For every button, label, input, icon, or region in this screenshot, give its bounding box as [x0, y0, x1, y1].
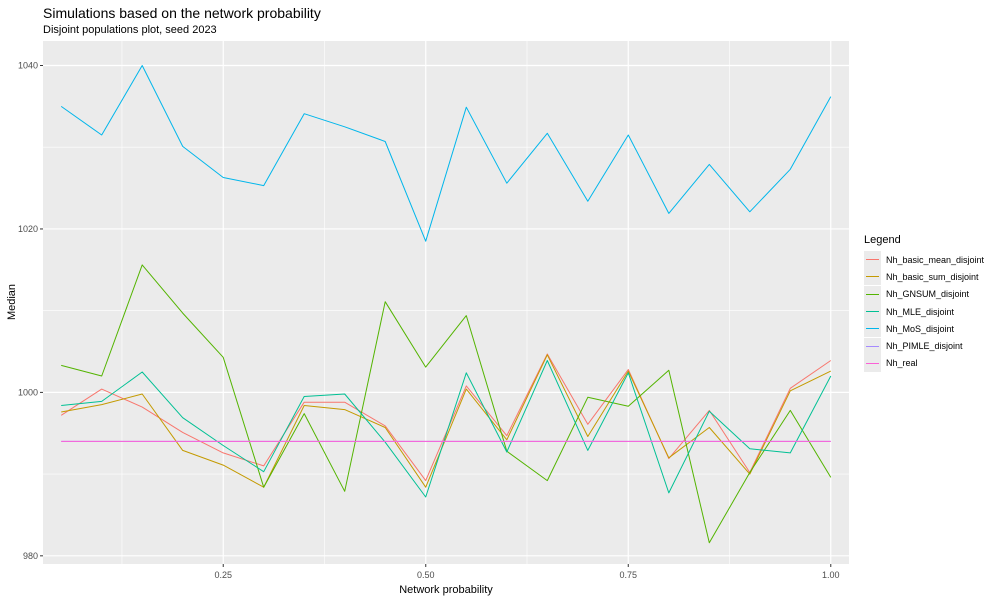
legend-item: Nh_PIMLE_disjoint: [864, 337, 984, 355]
legend-items: Nh_basic_mean_disjoint Nh_basic_sum_disjo…: [864, 251, 984, 372]
x-tick-label: 0.75: [619, 570, 637, 580]
series-line-nh-basic-mean-disjoint: [60, 353, 832, 482]
y-tick-label: 1000: [18, 387, 38, 397]
y-tick-label: 1020: [18, 224, 38, 234]
legend-label: Nh_MoS_disjoint: [886, 323, 955, 334]
legend-item: Nh_MoS_disjoint: [864, 320, 984, 338]
legend-swatch: [866, 259, 879, 261]
x-tick-label: 0.25: [214, 570, 232, 580]
y-tick-label: 1040: [18, 61, 38, 71]
legend-item: Nh_basic_mean_disjoint: [864, 251, 985, 269]
legend-item: Nh_MLE_disjoint: [864, 303, 984, 321]
plot-panel: [43, 41, 849, 564]
y-axis-title: Median: [6, 284, 18, 320]
legend-swatch: [866, 311, 879, 313]
series-line-nh-basic-sum-disjoint: [61, 354, 832, 488]
legend: Legend Nh_basic_mean_disjoint Nh_basic_su…: [864, 234, 984, 372]
series-line-nh-mle-disjoint: [61, 360, 832, 498]
chart-subtitle: Disjoint populations plot, seed 2023: [43, 24, 217, 36]
legend-item: Nh_GNSUM_disjoint: [864, 285, 984, 303]
series-lines: [60, 65, 832, 544]
major-gridlines: [43, 41, 849, 564]
legend-key: [864, 285, 881, 303]
legend-key: [864, 268, 881, 286]
x-axis: 0.25 0.50 0.75 1.00: [214, 564, 840, 580]
series-line-nh-gnsum-disjoint: [61, 264, 832, 544]
legend-label: Nh_PIMLE_disjoint: [886, 341, 963, 352]
legend-item: Nh_basic_sum_disjoint: [864, 268, 984, 286]
legend-key: [864, 251, 881, 269]
x-tick-label: 0.50: [417, 570, 435, 580]
legend-swatch: [866, 345, 879, 347]
minor-gridlines: [43, 41, 849, 564]
legend-label: Nh_basic_mean_disjoint: [886, 254, 985, 265]
legend-key: [864, 337, 881, 355]
legend-swatch: [866, 362, 879, 364]
series-line-nh-mos-disjoint: [60, 65, 832, 242]
legend-swatch: [866, 328, 879, 330]
legend-key: [864, 303, 881, 321]
legend-title: Legend: [864, 234, 901, 246]
y-tick-label: 980: [23, 551, 38, 561]
y-axis: 980 1000 1020 1040: [18, 61, 43, 561]
legend-label: Nh_MLE_disjoint: [886, 306, 955, 317]
legend-label: Nh_real: [886, 358, 918, 369]
legend-label: Nh_GNSUM_disjoint: [886, 289, 970, 300]
legend-swatch: [866, 276, 879, 278]
legend-item: Nh_real: [864, 354, 984, 372]
x-tick-label: 1.00: [822, 570, 840, 580]
legend-swatch: [866, 293, 879, 295]
legend-key: [864, 320, 881, 338]
x-axis-title: Network probability: [399, 584, 493, 596]
chart-title: Simulations based on the network probabi…: [43, 5, 321, 21]
legend-key: [864, 354, 881, 372]
legend-label: Nh_basic_sum_disjoint: [886, 271, 979, 282]
